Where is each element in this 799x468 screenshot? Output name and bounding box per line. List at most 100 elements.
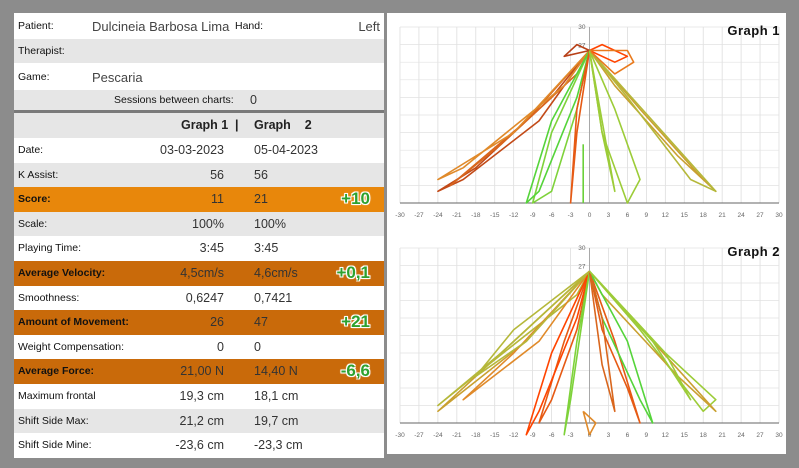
column-divider: |: [235, 118, 239, 132]
trajectory-path: [437, 270, 591, 407]
metric-value-graph1: 56: [210, 167, 224, 182]
x-tick-label: 0: [588, 432, 592, 439]
metric-value-graph2: 3:45: [254, 241, 279, 256]
x-tick-label: -21: [452, 432, 462, 439]
metric-label: Average Velocity:: [18, 267, 106, 279]
metric-value-graph1: 0: [217, 339, 224, 354]
metric-value-graph2: 47: [254, 315, 268, 330]
sessions-label: Sessions between charts:: [114, 94, 234, 106]
x-tick-label: 24: [737, 212, 745, 219]
metric-row: Average Force: 21,00 N 14,40 N -6,6: [14, 359, 384, 384]
x-tick-label: -3: [568, 212, 574, 219]
trajectory-path: [525, 50, 591, 204]
graph1-column-header: Graph 1: [181, 118, 229, 132]
trajectory-path: [525, 270, 591, 436]
metric-value-graph1: 0,6247: [185, 290, 224, 305]
x-tick-label: 9: [645, 212, 649, 219]
trajectory-path: [589, 43, 629, 63]
graph2-title: Graph 2: [727, 244, 780, 259]
metric-value-graph1: 21,2 cm: [179, 413, 224, 428]
trajectory-path: [563, 271, 591, 436]
trajectory-path: [588, 50, 616, 193]
x-tick-label: 21: [719, 432, 727, 439]
trajectory-path: [563, 43, 590, 58]
trajectory-path: [437, 49, 591, 181]
metric-label: Weight Compensation:: [18, 340, 125, 353]
metric-label: Amount of Movement:: [18, 316, 129, 329]
x-tick-label: 6: [626, 432, 630, 439]
trajectory-path: [588, 271, 641, 424]
therapist-row: Therapist:: [14, 39, 384, 63]
x-tick-label: -30: [395, 432, 405, 439]
metric-value-graph2: 18,1 cm: [254, 389, 299, 403]
x-tick-label: -12: [509, 432, 519, 439]
game-label: Game:: [18, 71, 50, 83]
trajectory-path: [538, 271, 591, 424]
metric-row: Scale: 100% 100%: [14, 211, 384, 237]
metric-label: Date:: [18, 144, 44, 156]
x-tick-label: -6: [549, 432, 555, 439]
metric-label: Shift Side Max:: [18, 414, 89, 427]
game-row: Game: Pescaria: [14, 63, 384, 90]
patient-row: Patient: Dulcineia Barbosa Lima Hand: Le…: [14, 13, 384, 39]
trajectory-path: [462, 270, 591, 401]
x-tick-label: 0: [588, 212, 592, 219]
metric-label: Average Force:: [18, 365, 95, 378]
x-tick-label: -18: [471, 432, 481, 439]
x-tick-label: -15: [490, 212, 500, 219]
trajectory-path: [588, 49, 717, 193]
metric-label: Score:: [18, 193, 51, 206]
metric-row: Average Velocity: 4,5cm/s 4,6cm/s +0,1: [14, 261, 384, 286]
metric-label: Shift Side Mine:: [18, 439, 92, 452]
x-tick-label: -30: [395, 212, 405, 219]
x-tick-label: 24: [737, 432, 745, 439]
sessions-row: Sessions between charts: 0: [14, 90, 384, 110]
x-tick-label: -15: [490, 432, 500, 439]
column-header-row: Graph 1 | Graph 2: [14, 113, 384, 138]
x-tick-label: -27: [414, 212, 424, 219]
trajectory-path: [588, 49, 635, 75]
x-tick-label: 18: [700, 432, 708, 439]
graph2-column-header: Graph 2: [254, 118, 312, 132]
x-tick-label: 15: [681, 432, 689, 439]
metric-delta-badge: +0,1: [336, 263, 370, 282]
metric-value-graph1: 03-03-2023: [160, 143, 224, 157]
metric-row: Shift Side Mine: -23,6 cm -23,3 cm: [14, 433, 384, 458]
x-tick-label: 27: [756, 432, 764, 439]
metric-label: Scale:: [18, 217, 48, 230]
metric-value-graph1: 3:45: [199, 241, 224, 256]
metric-label: Maximum frontal: [18, 390, 96, 402]
metric-row: Weight Compensation: 0 0: [14, 334, 384, 360]
x-tick-label: -24: [433, 212, 443, 219]
metric-label: K Assist:: [18, 168, 59, 181]
metric-value-graph1: 19,3 cm: [179, 389, 224, 403]
y-tick-label: 27: [578, 264, 586, 271]
metric-value-graph1: 11: [211, 192, 224, 207]
x-tick-label: 6: [626, 212, 630, 219]
x-tick-label: 27: [756, 212, 764, 219]
metric-row: Smoothness: 0,6247 0,7421: [14, 285, 384, 311]
x-tick-label: 30: [775, 212, 783, 219]
graphs-panel: -30 -27 -24 -21 -18 -15 -12 -9 -6 -3 0 3 6 9 12 15 18 21 2…: [387, 13, 786, 454]
x-tick-label: -27: [414, 432, 424, 439]
metric-value-graph2: 21: [254, 192, 268, 207]
metric-delta-badge: +10: [341, 189, 370, 209]
therapist-label: Therapist:: [18, 45, 65, 57]
session-summary-panel: Patient: Dulcineia Barbosa Lima Hand: Le…: [14, 13, 384, 458]
x-tick-label: 15: [681, 212, 689, 219]
metric-row: Amount of Movement: 26 47 +21: [14, 310, 384, 335]
metric-delta-badge: -6,6: [340, 361, 370, 381]
patient-name: Dulcineia Barbosa Lima: [92, 19, 230, 34]
trajectory-path: [569, 50, 591, 204]
metric-row: Maximum frontal 19,3 cm 18,1 cm: [14, 384, 384, 409]
metric-row: Score: 11 21 +10: [14, 187, 384, 212]
metric-value-graph2: -23,3 cm: [254, 438, 303, 453]
metric-value-graph2: 14,40 N: [254, 364, 298, 379]
x-tick-label: 12: [662, 212, 670, 219]
x-tick-label: 18: [700, 212, 708, 219]
metric-row: Date: 03-03-2023 05-04-2023: [14, 138, 384, 163]
graph1-title: Graph 1: [727, 23, 780, 38]
y-tick-label: 30: [578, 24, 586, 31]
x-tick-label: 9: [645, 432, 649, 439]
y-tick-label: 30: [578, 245, 586, 252]
